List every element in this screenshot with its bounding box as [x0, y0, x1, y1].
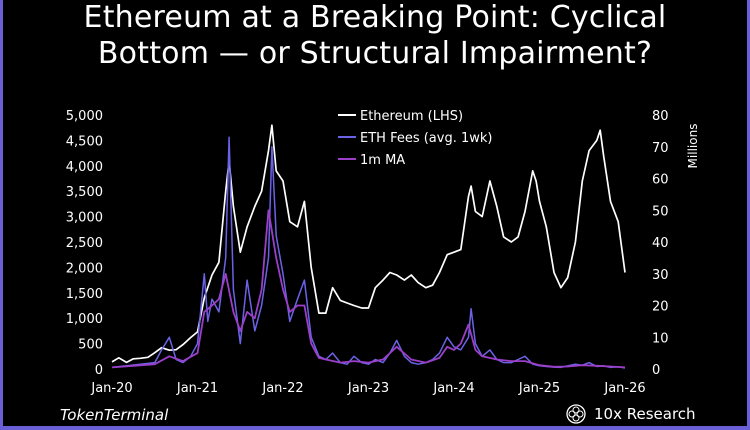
source-label: TokenTerminal: [60, 406, 169, 424]
y-right-tick-label: 30: [652, 268, 669, 283]
y-left-tick-label: 2,500: [66, 236, 103, 251]
y-left-tick-label: 1,000: [66, 312, 103, 327]
brand-logo-icon: [566, 404, 586, 424]
series-line-fees-ma: [111, 209, 626, 369]
x-tick-label: Jan-22: [261, 381, 303, 396]
legend-label: ETH Fees (avg. 1wk): [360, 131, 492, 146]
y-left-tick-label: 4,000: [66, 160, 103, 175]
y-right-axis-label: Millions: [686, 124, 700, 169]
legend-label: Ethereum (LHS): [360, 109, 463, 124]
y-left-tick-label: 3,000: [66, 211, 103, 226]
series-line-eth-fees: [111, 136, 626, 369]
brand-label: 10x Research: [594, 405, 696, 423]
y-left-tick-label: 0: [95, 363, 103, 378]
legend-label: 1m MA: [360, 153, 405, 168]
y-left-tick-label: 4,500: [66, 134, 103, 149]
x-tick-label: Jan-23: [347, 381, 389, 396]
y-left-tick-label: 500: [78, 338, 103, 353]
series-line-ethereum: [111, 124, 626, 364]
chart-title: Ethereum at a Breaking Point: Cyclical B…: [0, 0, 750, 72]
title-line-1: Ethereum at a Breaking Point: Cyclical: [83, 0, 667, 35]
y-right-tick-label: 0: [652, 363, 660, 378]
y-right-tick-label: 20: [652, 300, 669, 315]
x-tick-label: Jan-20: [90, 381, 132, 396]
y-right-tick-label: 80: [652, 109, 669, 124]
title-line-2: Bottom — or Structural Impairment?: [97, 36, 653, 71]
x-tick-label: Jan-24: [432, 381, 474, 396]
y-left-tick-label: 2,000: [66, 261, 103, 276]
y-left-tick-label: 1,500: [66, 287, 103, 302]
brand: 10x Research: [566, 404, 696, 424]
y-right-tick-label: 50: [652, 204, 669, 219]
x-tick-label: Jan-21: [176, 381, 218, 396]
y-right-tick-label: 10: [652, 331, 669, 346]
x-tick-label: Jan-25: [518, 381, 560, 396]
y-right-tick-label: 70: [652, 141, 669, 156]
y-left-tick-label: 3,500: [66, 185, 103, 200]
y-right-tick-label: 40: [652, 236, 669, 251]
y-right-tick-label: 60: [652, 173, 669, 188]
y-left-tick-label: 5,000: [66, 109, 103, 124]
x-tick-label: Jan-26: [603, 381, 645, 396]
